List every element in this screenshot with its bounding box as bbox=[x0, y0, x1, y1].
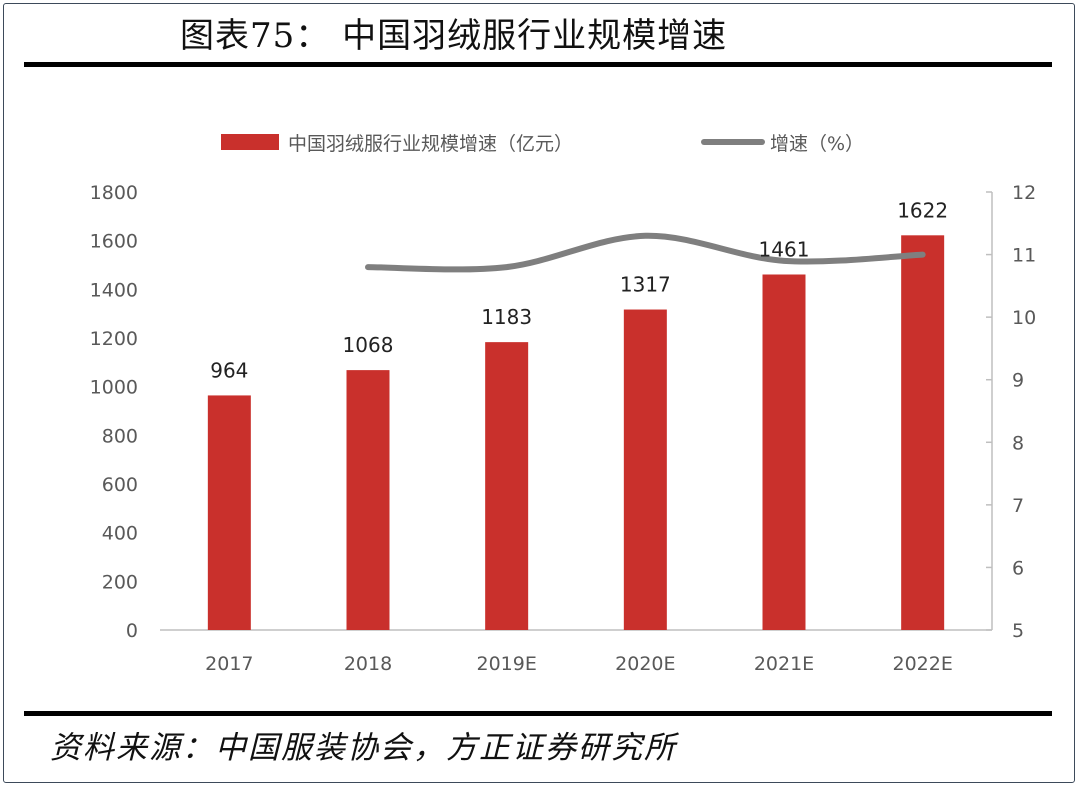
x-tick-label: 2019E bbox=[476, 653, 536, 675]
left-y-tick-label: 1400 bbox=[90, 279, 138, 301]
bar-value-label: 1317 bbox=[620, 273, 671, 297]
x-tick-label: 2017 bbox=[205, 653, 253, 675]
bar-value-label: 964 bbox=[210, 358, 248, 382]
bottom-rule bbox=[24, 711, 1052, 716]
bar-value-label: 1461 bbox=[759, 237, 810, 261]
left-y-tick-label: 1200 bbox=[90, 328, 138, 350]
legend-bar-label: 中国羽绒服行业规模增速（亿元） bbox=[288, 133, 573, 155]
top-rule bbox=[24, 62, 1052, 67]
left-y-tick-label: 200 bbox=[102, 571, 138, 593]
legend: 中国羽绒服行业规模增速（亿元） 增速（%） bbox=[221, 133, 864, 155]
left-y-tick-label: 400 bbox=[102, 523, 138, 545]
bar bbox=[485, 342, 529, 630]
left-y-tick-label: 1600 bbox=[90, 231, 138, 253]
growth-line bbox=[365, 232, 926, 273]
growth-line-path bbox=[365, 232, 926, 273]
figure-frame bbox=[3, 3, 1075, 783]
right-y-tick-label: 8 bbox=[1012, 432, 1024, 454]
bar bbox=[207, 395, 251, 630]
bar-value-label: 1183 bbox=[481, 305, 532, 329]
x-tick-label: 2020E bbox=[615, 653, 675, 675]
right-y-tick-label: 5 bbox=[1012, 620, 1024, 642]
left-y-tick-label: 800 bbox=[102, 425, 138, 447]
bar bbox=[901, 235, 945, 630]
x-tick-label: 2018 bbox=[344, 653, 392, 675]
bar bbox=[762, 274, 806, 630]
right-y-tick-label: 7 bbox=[1012, 495, 1024, 517]
bars bbox=[207, 235, 945, 630]
data-labels: 964 1068 1183 1317 1461 1622 bbox=[210, 198, 948, 382]
x-tick-label: 2021E bbox=[754, 653, 814, 675]
source-note: 资料来源：中国服装协会，方正证券研究所 bbox=[50, 730, 677, 766]
left-y-tick-label: 1800 bbox=[90, 182, 138, 204]
left-y-tick-label: 1000 bbox=[90, 377, 138, 399]
legend-bar-swatch bbox=[221, 134, 279, 150]
figure-title: 图表75： 中国羽绒服行业规模增速 bbox=[180, 16, 728, 56]
right-y-tick-label: 6 bbox=[1012, 557, 1024, 579]
left-y-tick-label: 0 bbox=[126, 620, 138, 642]
left-y-tick-label: 600 bbox=[102, 474, 138, 496]
bar-value-label: 1622 bbox=[897, 198, 948, 222]
bar bbox=[623, 309, 667, 630]
axes: 0 200 400 600 800 1000 1200 1400 1600 1800 5 6 7 8 9 10… bbox=[90, 182, 1037, 675]
right-y-tick-label: 11 bbox=[1012, 245, 1036, 267]
right-y-tick-label: 10 bbox=[1012, 307, 1036, 329]
right-y-tick-label: 12 bbox=[1012, 182, 1036, 204]
legend-line-label: 增速（%） bbox=[770, 133, 864, 155]
x-tick-label: 2022E bbox=[892, 653, 952, 675]
bar bbox=[346, 370, 390, 630]
right-y-tick-label: 9 bbox=[1012, 370, 1024, 392]
bar-value-label: 1068 bbox=[343, 333, 394, 357]
